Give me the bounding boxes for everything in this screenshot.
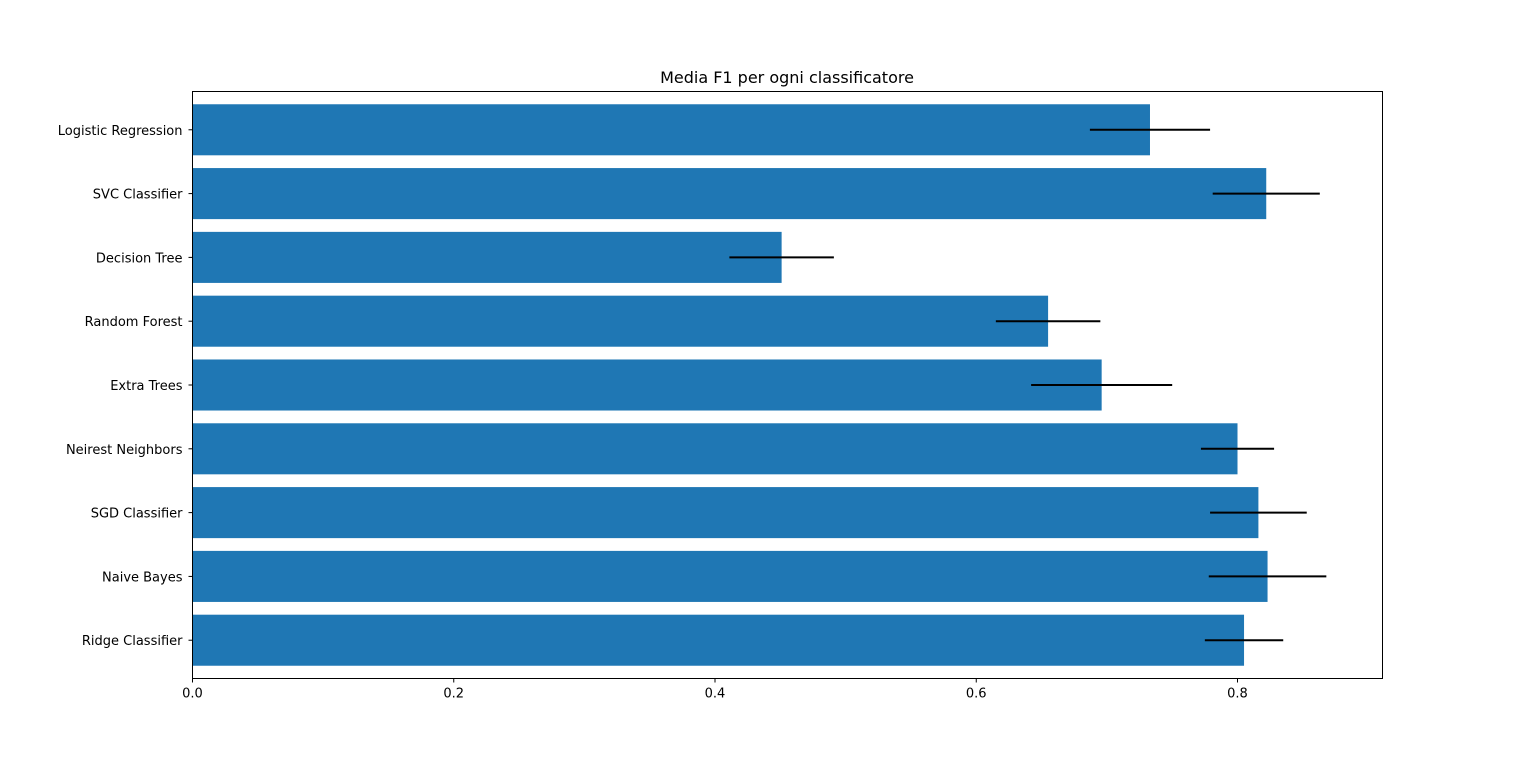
y-tick-label: Logistic Regression	[58, 124, 183, 139]
bar	[192, 359, 1102, 411]
error-bars-group	[729, 128, 1327, 642]
y-tick-label: Decision Tree	[96, 251, 183, 266]
bars-group	[192, 104, 1268, 666]
y-tick-label: Naive Bayes	[102, 570, 183, 585]
plot-frame	[192, 91, 1383, 679]
bar	[192, 168, 1267, 220]
x-tick-label: 0.8	[1227, 687, 1248, 702]
bar	[192, 550, 1268, 602]
bar	[192, 104, 1150, 156]
x-tick-label: 0.0	[182, 687, 203, 702]
x-axis-ticks: 0.0 0.2 0.4 0.6 0.8	[182, 678, 1248, 702]
bar	[192, 231, 782, 283]
y-tick-label: Neirest Neighbors	[66, 443, 183, 458]
bar	[192, 423, 1238, 475]
bar	[192, 487, 1259, 539]
bar	[192, 614, 1245, 666]
y-tick-label: SGD Classifier	[91, 507, 183, 522]
y-tick-label: SVC Classifier	[93, 188, 183, 203]
y-tick-label: Extra Trees	[110, 379, 183, 394]
bar	[192, 295, 1049, 347]
y-tick-label: Ridge Classifier	[82, 634, 183, 649]
y-axis-ticks: Logistic Regression SVC Classifier Decisio…	[58, 124, 193, 649]
x-tick-label: 0.4	[705, 687, 726, 702]
x-tick-label: 0.2	[443, 687, 464, 702]
y-tick-label: Random Forest	[85, 315, 183, 330]
chart-title: Media F1 per ogni classificatore	[660, 68, 914, 87]
x-tick-label: 0.6	[966, 687, 987, 702]
